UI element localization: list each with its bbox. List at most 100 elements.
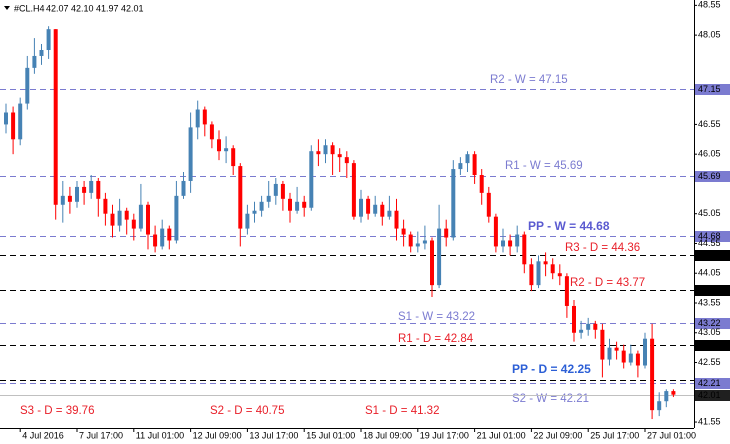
candle-body	[309, 151, 314, 208]
candle-body	[550, 264, 555, 274]
candle-body	[671, 391, 676, 395]
x-tick-label: 21 Jul 01:00	[477, 430, 526, 440]
candle-body	[593, 323, 598, 330]
level-price-tag	[695, 171, 730, 182]
candle-body	[330, 145, 335, 155]
symbol: #CL.H4	[14, 3, 45, 13]
candle-body	[508, 240, 513, 247]
quote-low: 41.97	[96, 3, 119, 13]
candle-body	[32, 55, 37, 68]
level-price-tag-label: 43.22	[698, 318, 721, 328]
candle-body	[181, 180, 186, 196]
candle-body	[536, 261, 541, 286]
candle-body	[82, 186, 87, 193]
current-price-tag-label: 42.01	[698, 390, 721, 400]
candle-body	[160, 228, 165, 247]
y-tick-label: 42.55	[698, 357, 721, 367]
candle-body	[117, 210, 122, 226]
candle-body	[586, 323, 591, 330]
candle-body	[18, 103, 23, 140]
x-tick-label: 4 Jul 2016	[22, 430, 64, 440]
candle-body	[472, 154, 477, 176]
level-price-tag	[695, 84, 730, 95]
candle-body	[635, 353, 640, 366]
candle-body	[458, 163, 463, 170]
y-tick-label: 46.05	[698, 149, 721, 159]
menu-triangle[interactable]	[4, 6, 10, 10]
x-tick-label: 19 Jul 17:00	[420, 430, 469, 440]
candle-body	[53, 29, 58, 205]
candle-body	[75, 186, 79, 202]
candle-body	[493, 216, 498, 247]
candle-body	[479, 175, 484, 193]
candle-body	[664, 391, 669, 402]
candle-body	[103, 198, 108, 214]
candle-body	[323, 145, 328, 155]
candle-body	[600, 329, 605, 360]
candle-body	[451, 169, 456, 238]
level-price-tag-label: 45.69	[698, 171, 721, 181]
candle-body	[607, 347, 612, 360]
candle-body	[167, 228, 172, 241]
level-label: R2 - D = 43.77	[570, 277, 645, 289]
candle-body	[437, 228, 442, 286]
level-price-tag	[695, 285, 730, 296]
quote-open: 42.07	[46, 3, 69, 13]
candle-body	[579, 329, 584, 333]
level-price-tag-label: 42.21	[698, 378, 721, 388]
candle-body	[238, 166, 243, 229]
level-price-tag-label: 47.15	[698, 84, 721, 94]
candle-body	[522, 234, 527, 265]
candle-body	[351, 163, 356, 217]
y-tick-label: 43.05	[698, 327, 721, 337]
level-price-tag-label: 43.77	[698, 285, 721, 295]
level-label: S1 - W = 43.22	[398, 311, 475, 323]
candle-body	[202, 109, 207, 125]
candle-body	[572, 305, 576, 333]
x-tick-label: 7 Jul 17:00	[79, 430, 123, 440]
candle-body	[302, 201, 307, 208]
candle-body	[188, 127, 193, 181]
y-tick-label: 44.05	[698, 268, 721, 278]
candle-body	[486, 192, 491, 217]
x-tick-label: 22 Jul 09:00	[533, 430, 582, 440]
candle-body	[614, 347, 619, 351]
candle-body	[280, 183, 285, 199]
level-label: R3 - D = 44.36	[565, 242, 640, 254]
candle-body	[252, 210, 257, 214]
candle-body	[39, 50, 44, 56]
level-price-tag	[695, 231, 730, 242]
level-label: S2 - D = 40.75	[210, 405, 284, 417]
level-price-tag	[695, 318, 730, 329]
y-tick-label: 44.55	[698, 238, 721, 248]
x-tick-label: 18 Jul 09:00	[363, 430, 412, 440]
level-price-tag	[695, 250, 730, 261]
x-tick-label: 12 Jul 09:00	[193, 430, 242, 440]
candle-body	[501, 240, 505, 247]
candle-body	[628, 353, 633, 363]
level-label: PP - D = 42.25	[512, 362, 591, 376]
y-tick-label: 41.55	[698, 416, 721, 426]
y-tick-label: 45.05	[698, 208, 721, 218]
candle-body	[529, 264, 534, 286]
candle-body	[621, 350, 626, 363]
level-price-tag-label: 44.36	[698, 250, 721, 260]
y-tick-label: 43.55	[698, 297, 721, 307]
candle-body	[209, 124, 214, 140]
candle-body	[543, 261, 548, 265]
candle-body	[46, 29, 51, 51]
candle-body	[564, 276, 569, 306]
level-price-tag	[695, 340, 730, 351]
level-label: R1 - D = 42.84	[398, 333, 474, 345]
candle-body	[245, 213, 250, 229]
level-price-tag-label: 42.84	[698, 340, 721, 350]
candle-body	[96, 180, 101, 199]
level-label: S3 - D = 39.76	[20, 405, 94, 417]
level-label: S1 - D = 41.32	[365, 405, 439, 417]
y-tick-label: 46.55	[698, 119, 721, 129]
level-label: R1 - W = 45.69	[505, 160, 583, 172]
candle-body	[67, 195, 72, 202]
candle-body	[387, 210, 392, 217]
